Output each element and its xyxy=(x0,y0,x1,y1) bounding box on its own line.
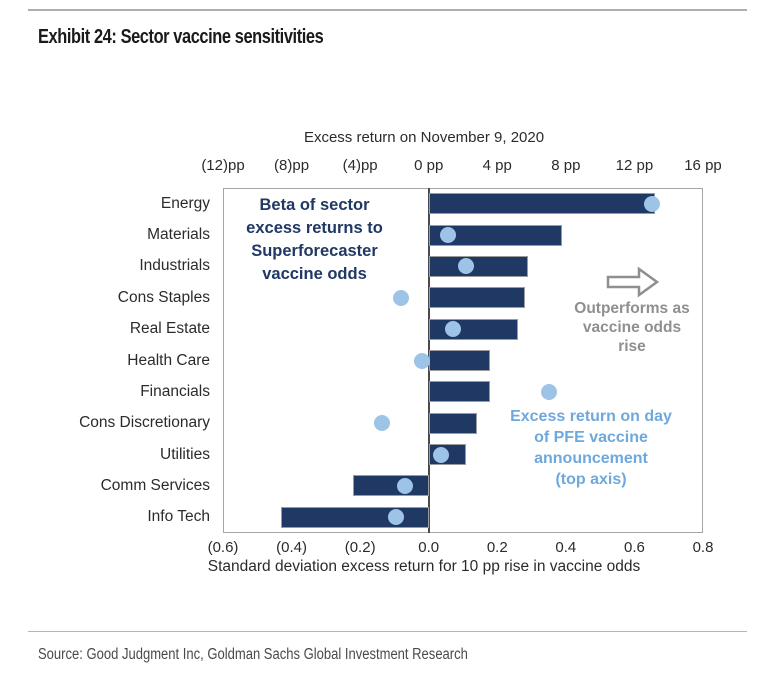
excess-return-dot xyxy=(439,227,456,244)
category-label: Info Tech xyxy=(147,508,210,526)
excess-return-dot xyxy=(444,321,461,338)
sector-beta-bar xyxy=(353,475,429,497)
top-axis-tick: 8 pp xyxy=(551,157,581,174)
category-label: Cons Discretionary xyxy=(79,414,210,432)
excess-return-dot xyxy=(396,477,413,494)
bottom-axis-tick: 0.4 xyxy=(555,539,577,556)
top-axis-tick: 0 pp xyxy=(414,157,444,174)
sector-beta-bar xyxy=(428,224,563,246)
top-axis-tick: 16 pp xyxy=(684,157,722,174)
sector-beta-bar xyxy=(281,506,429,528)
category-label: Industrials xyxy=(139,257,210,275)
category-label: Comm Services xyxy=(100,476,210,494)
category-label: Financials xyxy=(140,382,210,400)
beta-annotation: Beta of sector excess returns to Superfo… xyxy=(246,196,383,283)
right-arrow-icon xyxy=(606,266,660,298)
excess-return-dot xyxy=(393,289,410,306)
sector-beta-bar xyxy=(428,350,491,371)
excess-return-dot xyxy=(432,446,449,463)
exhibit-title: Exhibit 24: Sector vaccine sensitivities xyxy=(38,26,324,48)
top-axis-tick: (8)pp xyxy=(274,157,310,174)
top-axis-tick: 12 pp xyxy=(615,157,654,174)
category-label: Health Care xyxy=(127,351,210,369)
category-label: Utilities xyxy=(160,445,210,463)
top-axis-tick: (4)pp xyxy=(342,157,378,174)
bottom-axis-tick: 0.6 xyxy=(623,539,645,556)
excess-return-dot xyxy=(374,415,391,432)
excess-return-dot xyxy=(413,352,430,369)
category-label: Cons Staples xyxy=(117,288,210,306)
bottom-divider xyxy=(28,631,747,632)
excess-return-dot xyxy=(540,383,557,400)
excess-return-dot xyxy=(643,195,660,212)
excess-return-dot xyxy=(458,258,475,275)
sector-beta-bar xyxy=(428,193,655,215)
bottom-axis-tick: 0.8 xyxy=(692,539,714,556)
sector-beta-bar xyxy=(428,381,491,403)
sector-beta-bar xyxy=(428,255,529,277)
excess-return-dot xyxy=(388,509,405,526)
category-label: Real Estate xyxy=(129,320,210,338)
sector-beta-bar xyxy=(428,318,518,340)
bottom-axis-tick: (0.2) xyxy=(344,539,376,556)
top-axis-tick: 4 pp xyxy=(482,157,512,174)
bottom-axis-tick: 0.2 xyxy=(486,539,508,556)
sector-beta-bar xyxy=(428,412,477,434)
bottom-axis-tick: 0.0 xyxy=(418,539,440,556)
bottom-axis-tick: (0.6) xyxy=(207,539,239,556)
pfe-annotation: Excess return on day of PFE vaccine anno… xyxy=(510,408,672,488)
bottom-axis-title: Standard deviation excess return for 10 … xyxy=(207,558,641,575)
top-axis-tick: (12)pp xyxy=(201,157,245,174)
top-divider xyxy=(28,9,747,11)
bottom-axis-tick: (0.4) xyxy=(276,539,307,556)
source-text: Source: Good Judgment Inc, Goldman Sachs… xyxy=(38,646,468,663)
category-label: Energy xyxy=(160,194,210,212)
sector-beta-bar xyxy=(428,287,525,309)
category-label: Materials xyxy=(147,226,210,244)
top-axis-title: Excess return on November 9, 2020 xyxy=(303,129,545,146)
outperforms-annotation: Outperforms as vaccine odds rise xyxy=(574,300,690,355)
